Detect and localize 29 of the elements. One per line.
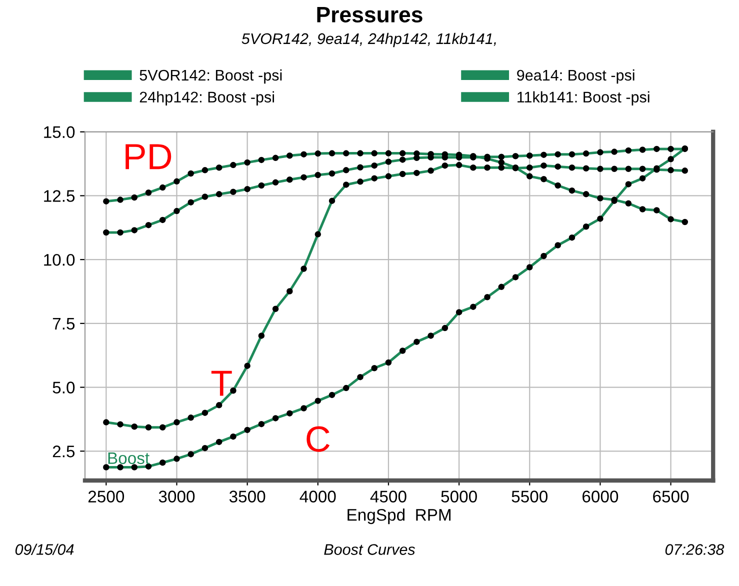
y-tick-label: 15.0 (44, 126, 75, 138)
legend-label: 11kb141: Boost -psi (518, 91, 650, 106)
x-tick-label: 3000 (158, 490, 195, 502)
annotation: Boost (108, 452, 150, 464)
x-tick-label: 3500 (229, 490, 266, 502)
y-tick-label: 2.5 (52, 446, 75, 458)
x-tick-label: 6500 (653, 490, 689, 502)
x-tick-label: 4000 (300, 490, 336, 502)
x-tick-label: 6000 (582, 490, 618, 502)
chart-subtitle: 5VOR142, 9ea14, 24hp142, 11kb141, (242, 32, 496, 48)
y-tick-label: 10.0 (44, 254, 75, 266)
x-tick-label: 5500 (512, 490, 548, 502)
y-tick-label: 7.5 (52, 318, 75, 330)
annotation: PD (126, 144, 172, 170)
text: 07:26:38 (665, 544, 724, 555)
chart-title: Pressures (317, 6, 422, 22)
y-tick-label: 12.5 (44, 190, 75, 202)
text: Boost Curves (324, 544, 416, 555)
x-tick-label: 2500 (88, 490, 124, 502)
y-tick-label: 5.0 (52, 382, 75, 394)
legend-label: 9ea14: Boost -psi (517, 69, 634, 84)
annotation: T (211, 370, 232, 396)
legend-label: 5VOR142: Boost -psi (140, 69, 282, 84)
annotation: C (306, 426, 330, 452)
x-axis-title: EngSpd RPM (348, 508, 450, 524)
text: 09/15/04 (15, 544, 74, 555)
legend-label: 24hp142: Boost -psi (140, 91, 274, 106)
x-tick-label: 5000 (441, 490, 477, 502)
x-tick-label: 4500 (370, 490, 406, 502)
